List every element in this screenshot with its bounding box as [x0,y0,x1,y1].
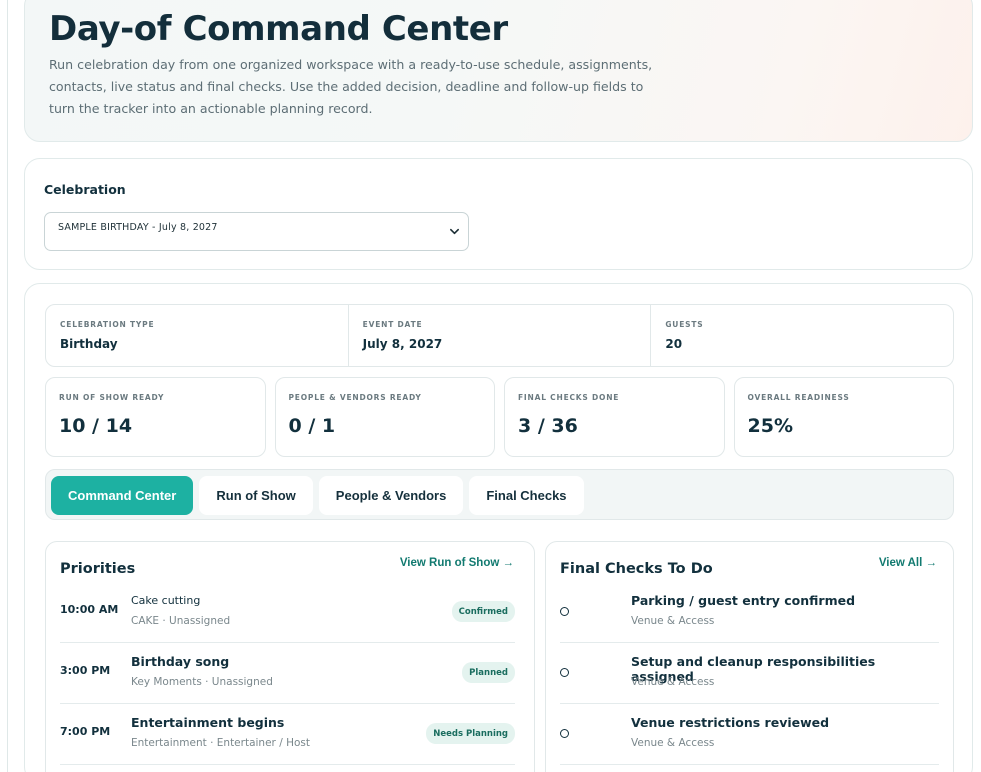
view-run-of-show-link[interactable]: View Run of Show → [399,557,514,569]
stat-final-checks-done: FINAL CHECKS DONE 3 / 36 [504,377,725,457]
stat-overall-readiness: OVERALL READINESS 25% [733,377,954,457]
priority-time: 10:00 AM [60,603,119,616]
page-left-border [7,0,8,772]
celebration-label: Celebration [44,182,126,197]
priority-time: 3:00 PM [60,664,111,677]
status-badge: Planned [462,662,515,683]
stat-people-vendors-ready: PEOPLE & VENDORS READY 0 / 1 [274,377,495,457]
check-title: Setup and cleanup responsibilities assig… [631,654,876,684]
priority-row[interactable]: 7:00 PM Entertainment begins Entertainme… [60,704,515,765]
tab-people-vendors[interactable]: People & Vendors [318,476,464,515]
check-category: Venue & Access [631,737,715,749]
command-center-card: CELEBRATION TYPE Birthday EVENT DATE Jul… [24,283,973,772]
meta-value: 20 [665,337,683,351]
stat-value: 0 / 1 [288,415,336,437]
priority-row[interactable]: 3:00 PM Birthday song Key Moments · Unas… [60,643,515,704]
priority-subtitle: Entertainment · Entertainer / Host [131,737,310,749]
guests-cell: GUESTS 20 [651,305,953,366]
readiness-stats: RUN OF SHOW READY 10 / 14 PEOPLE & VENDO… [45,377,954,457]
priority-title: Entertainment begins [131,715,285,730]
status-badge: Needs Planning [426,723,515,744]
page-title: Day-of Command Center [49,9,508,49]
hero-header: Day-of Command Center Run celebration da… [24,0,973,142]
check-title: Parking / guest entry confirmed [631,593,856,608]
priorities-panel: Priorities View Run of Show → 10:00 AM C… [45,541,535,772]
checkbox-circle-icon[interactable] [560,607,569,616]
priority-time: 7:00 PM [60,725,111,738]
checkbox-circle-icon[interactable] [560,729,569,738]
stat-label: RUN OF SHOW READY [59,393,165,402]
stat-value: 25% [747,415,793,437]
priority-row[interactable]: 10:00 AM Cake cutting CAKE · Unassigned … [60,582,515,643]
event-date-cell: EVENT DATE July 8, 2027 [349,305,652,366]
priorities-title: Priorities [60,561,136,577]
meta-value: Birthday [60,337,118,351]
checkbox-circle-icon[interactable] [560,668,569,677]
check-title: Venue restrictions reviewed [631,715,830,730]
stat-label: OVERALL READINESS [747,393,850,402]
check-row[interactable]: Setup and cleanup responsibilities assig… [560,643,939,704]
view-all-link[interactable]: View All → [878,557,937,569]
meta-label: GUESTS [665,320,704,329]
stat-value: 10 / 14 [59,415,133,437]
celebration-type-cell: CELEBRATION TYPE Birthday [46,305,349,366]
check-category: Venue & Access [631,615,715,627]
priority-subtitle: Key Moments · Unassigned [131,676,273,688]
check-row[interactable]: Parking / guest entry confirmed Venue & … [560,582,939,643]
stat-value: 3 / 36 [518,415,578,437]
stat-run-of-show-ready: RUN OF SHOW READY 10 / 14 [45,377,266,457]
priority-title: Birthday song [131,654,230,669]
meta-label: CELEBRATION TYPE [60,320,155,329]
celebration-select-value: SAMPLE BIRTHDAY - July 8, 2027 [58,222,218,233]
final-checks-title: Final Checks To Do [560,561,713,577]
celebration-selector-card: Celebration SAMPLE BIRTHDAY - July 8, 20… [24,158,973,270]
tab-command-center[interactable]: Command Center [51,476,194,515]
stat-label: FINAL CHECKS DONE [518,393,620,402]
chevron-down-icon [450,228,459,235]
tab-final-checks[interactable]: Final Checks [469,476,584,515]
view-tabs: Command Center Run of Show People & Vend… [45,469,954,520]
check-row[interactable]: Venue restrictions reviewed Venue & Acce… [560,704,939,765]
priority-subtitle: CAKE · Unassigned [131,615,231,627]
status-badge: Confirmed [451,601,515,622]
stat-label: PEOPLE & VENDORS READY [288,393,422,402]
tab-run-of-show[interactable]: Run of Show [199,476,313,515]
priority-title: Cake cutting [131,594,201,607]
meta-value: July 8, 2027 [362,337,443,351]
meta-label: EVENT DATE [362,320,423,329]
page-description: Run celebration day from one organized w… [49,57,653,116]
check-category: Venue & Access [631,676,715,688]
event-summary: CELEBRATION TYPE Birthday EVENT DATE Jul… [45,304,954,367]
celebration-select[interactable]: SAMPLE BIRTHDAY - July 8, 2027 [44,212,469,251]
final-checks-panel: Final Checks To Do View All → Parking / … [545,541,954,772]
